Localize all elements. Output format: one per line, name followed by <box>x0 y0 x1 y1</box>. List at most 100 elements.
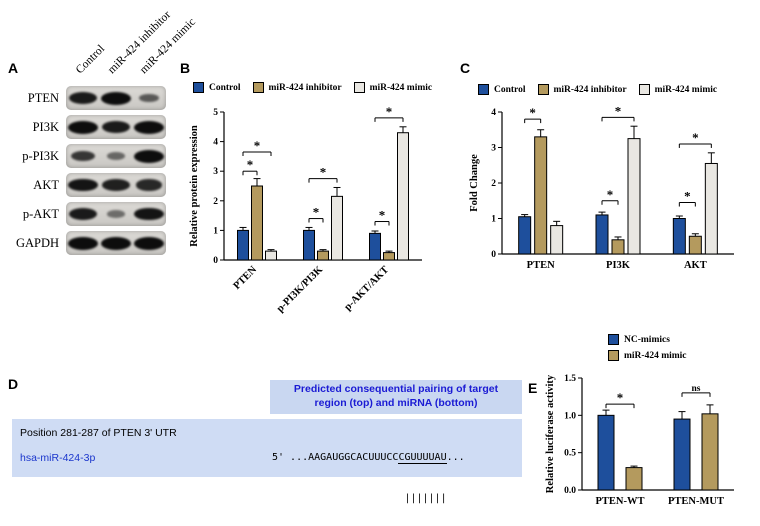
legend-swatch <box>608 334 619 345</box>
legend-swatch <box>353 82 365 93</box>
legend-item: miR-424 inhibitor <box>537 84 627 95</box>
bar <box>611 239 625 255</box>
y-axis-title: Relative luciferase activity <box>545 374 556 493</box>
y-tick-label: 0 <box>213 256 218 266</box>
y-tick-label: 2 <box>491 179 496 189</box>
protein-band <box>68 236 98 250</box>
x-category-label: p-PI3K/PI3K <box>275 264 326 315</box>
panel-b-label: B <box>180 60 191 76</box>
sig-label: * <box>254 138 261 153</box>
bar <box>595 214 609 255</box>
x-category-label: PI3K <box>606 260 631 271</box>
protein-band <box>68 207 98 221</box>
pairing-table: Position 281-287 of PTEN 3' UTR hsa-miR-… <box>12 419 522 504</box>
blot-strip <box>66 173 166 197</box>
x-category-label: PTEN-WT <box>595 496 644 507</box>
sig-label: * <box>247 157 254 172</box>
legend-label: NC-mimics <box>624 334 670 345</box>
sig-label: * <box>529 105 536 120</box>
sig-label: * <box>320 165 327 180</box>
bar <box>704 162 718 255</box>
bar <box>518 216 532 255</box>
blot-strip <box>66 231 166 255</box>
blot-strip <box>66 115 166 139</box>
blot-lane-labels: Control miR-424 inhibitor miR-424 mimic <box>0 0 250 86</box>
utr-position-label: Position 281-287 of PTEN 3' UTR <box>20 427 177 439</box>
legend-swatch <box>537 84 549 95</box>
x-category-label: p-AKT/AKT <box>342 264 391 313</box>
y-tick-label: 0.5 <box>564 449 576 459</box>
bar <box>688 235 702 255</box>
legend-label: miR-424 mimic <box>654 84 718 95</box>
bar <box>331 195 343 261</box>
legend-item: NC-mimics <box>608 334 670 345</box>
blot-row: PTEN <box>8 86 166 110</box>
y-tick-label: 5 <box>213 108 218 118</box>
bar <box>627 138 641 255</box>
legend-item: Control <box>193 82 241 93</box>
protein-band <box>68 120 98 134</box>
bar <box>534 136 548 255</box>
protein-band <box>101 236 131 250</box>
blot-row: p-AKT <box>8 202 166 226</box>
blot-strip <box>66 144 166 168</box>
blot-protein-label: PTEN <box>27 90 59 105</box>
y-tick-label: 1 <box>213 226 218 236</box>
y-tick-label: 1.0 <box>564 411 576 421</box>
panel-c-label: C <box>460 60 471 76</box>
protein-band <box>106 210 126 218</box>
panel-a-label: A <box>8 60 19 76</box>
legend-item: miR-424 inhibitor <box>252 82 342 93</box>
legend-swatch <box>638 84 650 95</box>
legend-label: Control <box>494 84 526 95</box>
legend-label: miR-424 inhibitor <box>268 82 342 93</box>
lane-label: Control <box>73 42 108 77</box>
y-tick-label: 4 <box>491 108 496 118</box>
legend-item: miR-424 mimic <box>608 350 687 361</box>
blot-row: GAPDH <box>8 231 166 255</box>
target-seq-match: CGUUUUAU <box>398 452 447 464</box>
protein-band <box>106 152 126 160</box>
y-tick-label: 3 <box>491 144 496 154</box>
bar <box>673 418 691 491</box>
legend-swatch <box>478 84 489 95</box>
bar <box>237 229 249 261</box>
bar <box>369 232 381 261</box>
mirna-name-label: hsa-miR-424-3p <box>20 452 96 464</box>
protein-band <box>134 149 164 163</box>
bar <box>317 250 329 261</box>
x-category-label: PTEN-MUT <box>668 496 724 507</box>
y-axis-title: Fold Change <box>469 154 480 212</box>
y-tick-label: 0.0 <box>564 486 576 496</box>
x-category-label: PTEN <box>527 260 555 271</box>
y-tick-label: 3 <box>213 167 218 177</box>
protein-band <box>68 91 98 105</box>
blot-strip <box>66 202 166 226</box>
panel-d-label: D <box>8 376 19 392</box>
pairing-bars: ||||||| <box>272 492 447 504</box>
legend-item: Control <box>478 84 526 95</box>
chart-c-legend: Control miR-424 inhibitor miR-424 mimic <box>478 84 717 95</box>
legend-label: Control <box>209 82 241 93</box>
blot-row: PI3K <box>8 115 166 139</box>
blot-row: AKT <box>8 173 166 197</box>
bar-chart-luciferase: 0.0 0.5 1.0 1.5 Relative luciferase activity… <box>545 374 734 507</box>
sig-label: * <box>615 103 622 118</box>
protein-band <box>68 178 98 192</box>
sig-label: * <box>617 390 624 405</box>
chart-e-legend: NC-mimics miR-424 mimic <box>608 334 687 361</box>
y-tick-label: 1 <box>491 215 496 225</box>
bar <box>625 467 643 491</box>
target-seq-suffix: ... <box>446 452 465 463</box>
protein-band <box>135 179 163 191</box>
sig-label: * <box>684 189 691 204</box>
protein-band <box>138 93 160 103</box>
bar <box>701 413 719 491</box>
legend-swatch <box>252 82 264 93</box>
pairing-header: Predicted consequential pairing of targe… <box>270 380 522 414</box>
y-tick-label: 1.5 <box>564 374 576 384</box>
blot-protein-label: PI3K <box>32 119 59 134</box>
sequence-alignment: 5' ...AAGAUGGCACUUUCCCGUUUUAU... |||||||… <box>272 424 465 526</box>
sig-label: * <box>379 208 386 223</box>
